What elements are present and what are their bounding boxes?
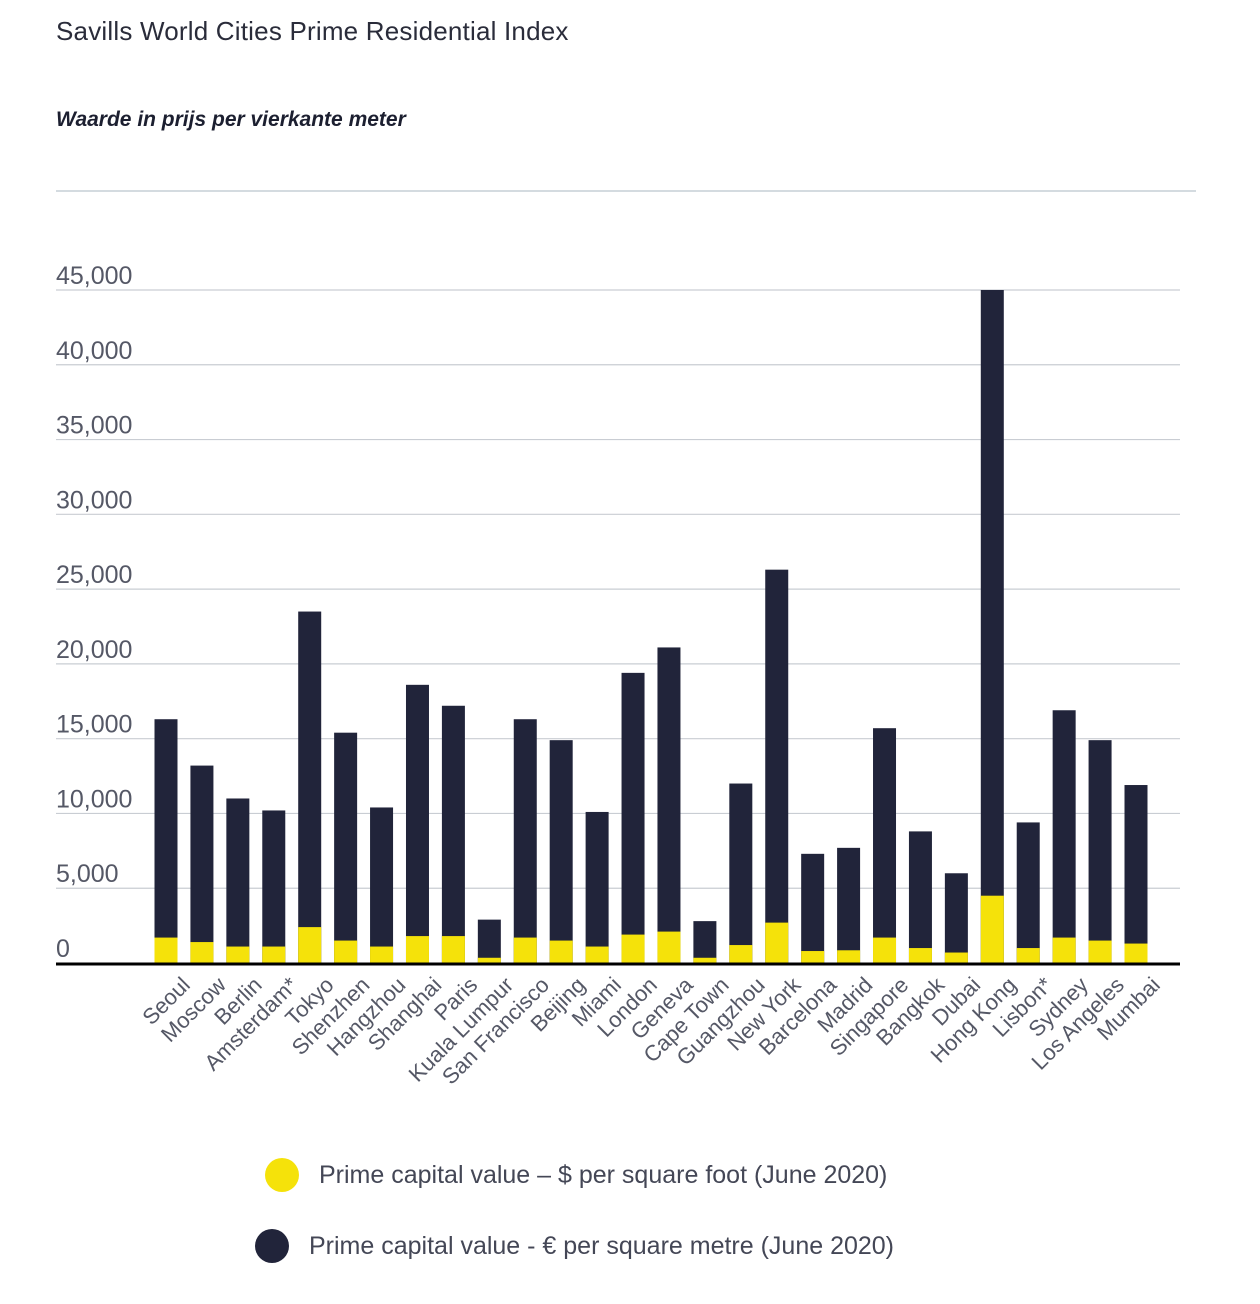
bar-euro — [298, 611, 322, 963]
bar-dollar — [549, 940, 573, 963]
y-tick-label: 45,000 — [56, 262, 132, 290]
legend-label-euro: Prime capital value - € per square metre… — [309, 1231, 895, 1260]
bar-dollar — [513, 937, 537, 963]
bar-euro — [370, 807, 394, 963]
bar-euro — [226, 798, 250, 963]
bar-euro — [154, 719, 178, 963]
bar-dollar — [621, 934, 645, 963]
y-tick-label: 15,000 — [56, 711, 132, 739]
bar-euro — [621, 672, 645, 963]
bar-dollar — [1016, 948, 1040, 963]
bar-dollar — [477, 957, 501, 963]
legend-swatch-dollar — [265, 1158, 299, 1192]
bar-euro — [334, 732, 358, 963]
legend-swatch-euro — [255, 1229, 289, 1263]
bar-dollar — [441, 936, 465, 963]
bar-euro — [765, 569, 789, 963]
bar-dollar — [1088, 940, 1112, 963]
bar-euro — [190, 765, 214, 963]
bar-euro — [873, 728, 897, 963]
chart-title: Savills World Cities Prime Residential I… — [56, 16, 569, 46]
bar-dollar — [1124, 943, 1148, 963]
bar-euro — [549, 740, 573, 963]
bar-chart: 0 5,000 10,000 15,000 20,000 25,000 30,000 35,0… — [56, 262, 1180, 1089]
bar-dollar — [298, 927, 322, 963]
bar-dollar — [585, 946, 609, 963]
y-tick-label: 35,000 — [56, 412, 132, 440]
header-divider — [56, 190, 1196, 192]
bar-dollar — [693, 957, 717, 963]
bar-dollar — [1052, 937, 1076, 963]
bar-dollar — [801, 951, 825, 963]
bar-euro — [405, 684, 429, 963]
bar-euro — [657, 647, 681, 963]
bar-euro — [513, 719, 537, 963]
bar-euro — [1052, 710, 1076, 963]
legend-item-dollar: Prime capital value – $ per square foot … — [265, 1158, 887, 1192]
y-tick-label: 0 — [56, 935, 70, 963]
bar-dollar — [980, 895, 1004, 963]
y-tick-label: 30,000 — [56, 486, 132, 514]
bar-euro — [837, 847, 861, 963]
y-tick-label: 5,000 — [56, 860, 119, 888]
bar-euro — [944, 873, 968, 963]
bar-dollar — [729, 945, 753, 963]
bar-euro — [801, 853, 825, 963]
bar-euro — [729, 783, 753, 963]
bar-euro — [908, 831, 932, 963]
legend-item-euro: Prime capital value - € per square metre… — [255, 1229, 894, 1263]
bar-dollar — [908, 948, 932, 963]
bar-euro — [1016, 822, 1040, 963]
bar-euro — [441, 705, 465, 963]
bar-euro — [1088, 740, 1112, 963]
bar-dollar — [154, 937, 178, 963]
bar-dollar — [190, 942, 214, 963]
y-tick-label: 20,000 — [56, 636, 132, 664]
bar-euro — [262, 810, 286, 963]
bar-euro — [477, 919, 501, 963]
bar-dollar — [873, 937, 897, 963]
y-tick-label: 25,000 — [56, 561, 132, 589]
bar-dollar — [944, 952, 968, 963]
bar-euro — [693, 921, 717, 963]
bar-dollar — [657, 931, 681, 963]
bar-euro — [585, 811, 609, 963]
bar-dollar — [370, 946, 394, 963]
bar-dollar — [837, 950, 861, 963]
bar-euro — [980, 290, 1004, 963]
bar-dollar — [226, 946, 250, 963]
y-tick-label: 40,000 — [56, 337, 132, 365]
chart-subtitle: Waarde in prijs per vierkante meter — [56, 108, 406, 131]
legend: Prime capital value – $ per square foot … — [0, 1140, 1260, 1290]
bar-dollar — [262, 946, 286, 963]
bar-dollar — [334, 940, 358, 963]
legend-label-dollar: Prime capital value – $ per square foot … — [319, 1160, 888, 1189]
bar-dollar — [405, 936, 429, 963]
y-tick-label: 10,000 — [56, 785, 132, 813]
bar-dollar — [765, 922, 789, 963]
bar-euro — [1124, 785, 1148, 963]
